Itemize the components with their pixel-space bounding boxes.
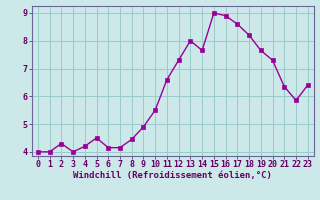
X-axis label: Windchill (Refroidissement éolien,°C): Windchill (Refroidissement éolien,°C) — [73, 171, 272, 180]
